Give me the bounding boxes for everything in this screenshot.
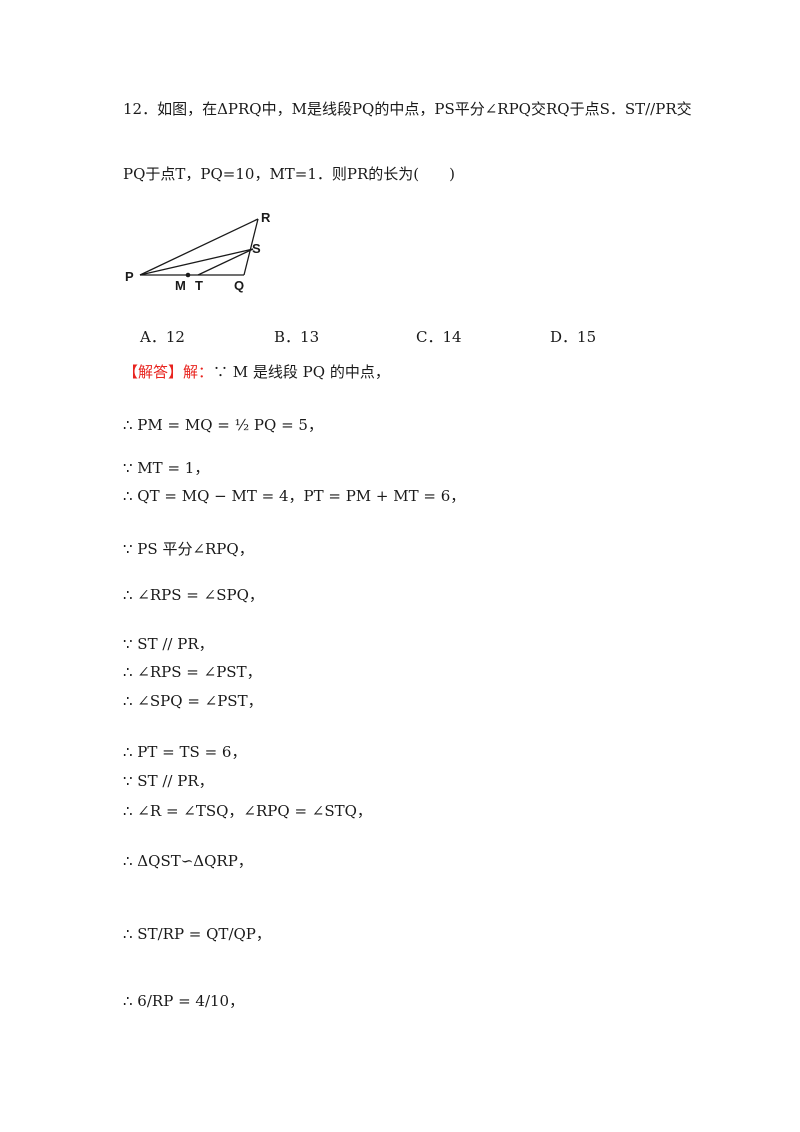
step-4: ∵ PS 平分∠RPQ， bbox=[123, 540, 254, 558]
step-2: ∵ MT = 1， bbox=[123, 459, 210, 477]
solution-intro: ∵ M 是线段 PQ 的中点， bbox=[213, 363, 390, 381]
step-3: ∴ QT = MQ − MT = 4，PT = PM + MT = 6， bbox=[123, 487, 466, 505]
step-11: ∴ ∠R = ∠TSQ，∠RPQ = ∠STQ， bbox=[123, 802, 372, 820]
label-Q: Q bbox=[234, 278, 244, 293]
step-1: ∴ PM = MQ = ½ PQ = 5， bbox=[123, 416, 323, 434]
step-8: ∴ ∠SPQ = ∠PST， bbox=[123, 692, 263, 710]
segment-PS bbox=[139, 248, 254, 276]
step-5: ∴ ∠RPS = ∠SPQ， bbox=[123, 586, 264, 604]
question-text-1: 12．如图，在ΔPRQ中，M是线段PQ的中点，PS平分∠RPQ交RQ于点S．ST… bbox=[123, 100, 692, 118]
step-7: ∴ ∠RPS = ∠PST， bbox=[123, 663, 262, 681]
step-6: ∵ ST // PR， bbox=[123, 635, 214, 653]
segment-PR bbox=[139, 218, 259, 276]
segment-ST bbox=[197, 248, 254, 276]
label-P: P bbox=[125, 269, 134, 284]
question-line-1: 12．如图，在ΔPRQ中，M是线段PQ的中点，PS平分∠RPQ交RQ于点S．ST… bbox=[123, 98, 692, 119]
option-c: C．14 bbox=[416, 328, 462, 346]
solution-header: 【解答】解： bbox=[123, 363, 214, 381]
step-13: ∴ ST/RP = QT/QP， bbox=[123, 925, 271, 943]
segment-RQ bbox=[243, 218, 259, 276]
question-text-2: PQ于点T，PQ=10，MT=1．则PR的长为( ) bbox=[123, 165, 456, 183]
solution-intro-line: 【解答】解：∵ M 是线段 PQ 的中点， bbox=[123, 361, 390, 382]
step-10: ∵ ST // PR， bbox=[123, 772, 214, 790]
option-d: D．15 bbox=[550, 328, 597, 346]
label-R: R bbox=[261, 210, 271, 225]
step-14: ∴ 6/RP = 4/10， bbox=[123, 992, 245, 1010]
step-12: ∴ ΔQST∽ΔQRP， bbox=[123, 852, 253, 870]
option-b: B．13 bbox=[274, 328, 320, 346]
question-line-2: PQ于点T，PQ=10，MT=1．则PR的长为( ) bbox=[123, 163, 455, 184]
triangle-figure: R S P M T Q bbox=[125, 210, 271, 293]
point-M bbox=[185, 272, 191, 278]
label-M: M bbox=[175, 278, 186, 293]
step-9: ∴ PT = TS = 6， bbox=[123, 743, 247, 761]
label-T: T bbox=[195, 278, 203, 293]
option-a: A．12 bbox=[140, 328, 185, 346]
label-S: S bbox=[252, 241, 261, 256]
